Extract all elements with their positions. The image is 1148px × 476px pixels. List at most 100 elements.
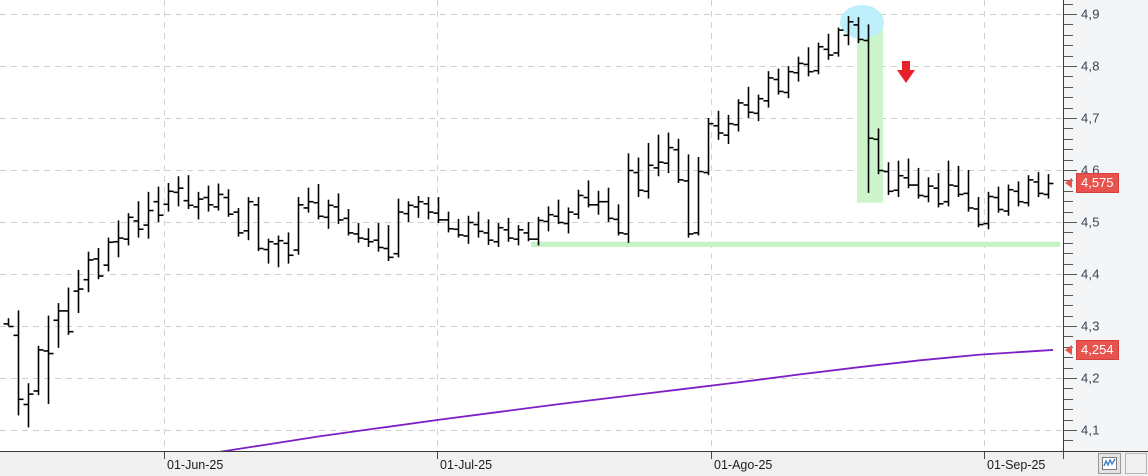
ohlc-bar[interactable] [143, 191, 154, 239]
ohlc-bar[interactable] [153, 186, 164, 222]
ohlc-bar[interactable] [53, 303, 64, 348]
last-price-badge[interactable]: 4,575 [1076, 173, 1119, 193]
ohlc-bar[interactable] [403, 201, 414, 222]
ohlc-bar[interactable] [323, 199, 334, 229]
ohlc-bar[interactable] [913, 167, 924, 199]
ohlc-bar[interactable] [293, 197, 304, 255]
ohlc-bar[interactable] [583, 180, 594, 208]
ohlc-bar[interactable] [393, 198, 404, 258]
ohlc-bar[interactable] [253, 197, 264, 252]
ohlc-bar[interactable] [303, 187, 314, 213]
ohlc-bar[interactable] [453, 218, 464, 238]
ohlc-bar[interactable] [1003, 184, 1014, 216]
ohlc-bar[interactable] [103, 237, 114, 272]
ohlc-bar[interactable] [223, 189, 234, 217]
ohlc-bar[interactable] [973, 197, 984, 228]
ohlc-bar[interactable] [473, 211, 484, 238]
ohlc-bar[interactable] [243, 197, 254, 241]
ohlc-bar[interactable] [923, 177, 934, 203]
ohlc-bar[interactable] [953, 165, 964, 198]
ohlc-bar[interactable] [13, 310, 24, 416]
ohlc-bar[interactable] [173, 176, 184, 207]
ohlc-bar[interactable] [773, 68, 784, 95]
ohlc-bar[interactable] [183, 175, 194, 209]
ohlc-bar[interactable] [623, 153, 634, 243]
ohlc-bar[interactable] [73, 269, 84, 313]
ohlc-bar[interactable] [383, 225, 394, 261]
moving-average-value-badge[interactable]: 4,254 [1076, 339, 1119, 360]
ohlc-bar[interactable] [843, 16, 854, 46]
ohlc-bar[interactable] [723, 114, 734, 144]
ohlc-bar[interactable] [123, 213, 134, 246]
ohlc-bar[interactable] [553, 199, 564, 225]
ohlc-bar[interactable] [233, 207, 244, 237]
chart-plot-area[interactable] [0, 0, 1063, 451]
ohlc-bar[interactable] [993, 186, 1004, 213]
ohlc-bar[interactable] [643, 142, 654, 199]
line-chart-icon-button[interactable] [1098, 453, 1121, 474]
ohlc-bar[interactable] [633, 157, 644, 198]
ohlc-bar[interactable] [283, 232, 294, 264]
ohlc-bar[interactable] [373, 223, 384, 252]
ohlc-bar[interactable] [33, 345, 44, 396]
ohlc-bar[interactable] [713, 110, 724, 140]
ohlc-bar[interactable] [823, 33, 834, 60]
ohlc-bar[interactable] [213, 183, 224, 211]
ohlc-bar[interactable] [853, 17, 864, 44]
ohlc-bar[interactable] [763, 71, 774, 108]
price-axis[interactable]: 4,1 4,2 4,3 4,4 4,5 4,6 4,7 4,8 4,9 4,575 4,254 [1063, 0, 1148, 451]
ohlc-bar[interactable] [593, 190, 604, 215]
ohlc-bar[interactable] [903, 158, 914, 189]
ohlc-bar[interactable] [793, 56, 804, 82]
ohlc-bar[interactable] [263, 238, 274, 264]
ohlc-bar[interactable] [203, 185, 214, 212]
ohlc-bar[interactable] [343, 209, 354, 236]
ohlc-bar[interactable] [803, 47, 814, 77]
ohlc-bar[interactable] [783, 66, 794, 99]
ohlc-bar[interactable] [533, 216, 544, 246]
ohlc-bar[interactable] [503, 217, 514, 242]
ohlc-bar[interactable] [523, 222, 534, 242]
ohlc-bar[interactable] [133, 201, 144, 238]
ohlc-bar[interactable] [933, 173, 944, 208]
ohlc-bar[interactable] [663, 132, 674, 174]
ohlc-bar[interactable] [743, 86, 754, 118]
ohlc-bar[interactable] [753, 94, 764, 122]
ohlc-bar[interactable] [893, 160, 904, 198]
ohlc-bar[interactable] [883, 162, 894, 195]
ohlc-bar[interactable] [163, 183, 174, 212]
ohlc-bar[interactable] [563, 207, 574, 234]
ohlc-bar[interactable] [733, 99, 744, 132]
ohlc-bar[interactable] [1023, 175, 1034, 207]
ohlc-bar[interactable] [413, 196, 424, 218]
ohlc-bar[interactable] [273, 235, 284, 268]
ohlc-bar[interactable] [963, 170, 974, 212]
ohlc-bar[interactable] [673, 138, 684, 183]
ohlc-bar[interactable] [3, 318, 14, 328]
ohlc-bar[interactable] [603, 187, 614, 222]
ohlc-bar[interactable] [363, 228, 374, 247]
ohlc-bar[interactable] [43, 315, 54, 404]
ohlc-bar[interactable] [493, 223, 504, 247]
ohlc-bar[interactable] [313, 184, 324, 220]
ohlc-bar[interactable] [423, 197, 434, 220]
ohlc-bar[interactable] [63, 287, 74, 335]
ohlc-bar[interactable] [93, 248, 104, 280]
ohlc-bar[interactable] [193, 191, 204, 220]
ohlc-bar[interactable] [873, 128, 884, 175]
ohlc-bar[interactable] [943, 160, 954, 207]
ohlc-bar[interactable] [463, 215, 474, 244]
ohlc-bar[interactable] [433, 197, 444, 224]
ohlc-bar[interactable] [863, 24, 874, 193]
ohlc-bar[interactable] [353, 223, 364, 243]
ohlc-bar[interactable] [543, 206, 554, 232]
ohlc-bar[interactable] [83, 251, 94, 293]
ohlc-bar[interactable] [23, 383, 34, 428]
ohlc-bars[interactable] [3, 16, 1054, 428]
ohlc-bar[interactable] [333, 193, 344, 225]
ohlc-bar[interactable] [693, 157, 704, 236]
ohlc-bar[interactable] [113, 220, 124, 258]
ohlc-bar[interactable] [613, 204, 624, 236]
ohlc-bar[interactable] [1043, 174, 1054, 199]
ohlc-bar[interactable] [703, 118, 714, 176]
